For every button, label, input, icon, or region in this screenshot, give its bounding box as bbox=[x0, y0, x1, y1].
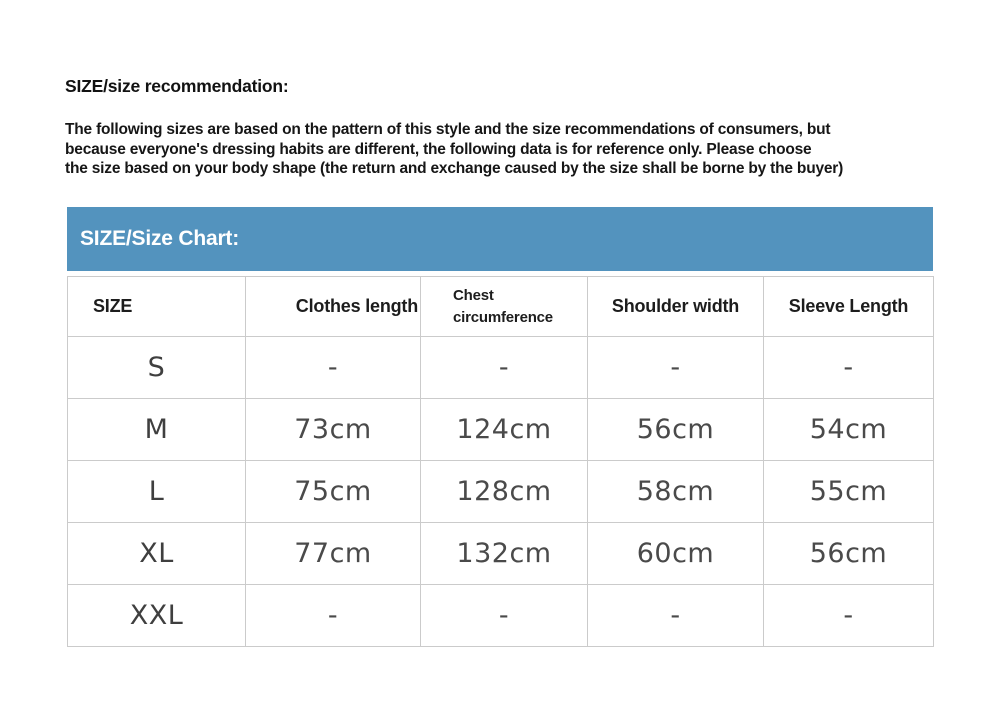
size-label-cell: M bbox=[67, 398, 246, 461]
table-row-s: S - - - - bbox=[67, 336, 934, 399]
chest-circumference-cell: 124cm bbox=[420, 398, 588, 461]
size-chart-table: SIZE Clothes length Chest circumference … bbox=[67, 276, 934, 647]
sleeve-length-cell: 54cm bbox=[763, 398, 934, 461]
sleeve-length-cell: - bbox=[763, 336, 934, 399]
sleeve-length-cell: 55cm bbox=[763, 460, 934, 523]
size-label-cell: XL bbox=[67, 522, 246, 585]
clothes-length-cell: 73cm bbox=[245, 398, 421, 461]
shoulder-width-cell: 58cm bbox=[587, 460, 764, 523]
chest-circumference-cell: 128cm bbox=[420, 460, 588, 523]
description-line-3: the size based on your body shape (the r… bbox=[65, 160, 844, 177]
table-row-xl: XL 77cm 132cm 60cm 56cm bbox=[67, 522, 934, 585]
description-paragraph: The following sizes are based on the pat… bbox=[65, 120, 945, 179]
page-title: SIZE/size recommendation: bbox=[65, 76, 289, 96]
description-line-2: because everyone's dressing habits are d… bbox=[65, 140, 812, 158]
chest-circumference-cell: - bbox=[420, 336, 588, 399]
size-chart-title-bar: SIZE/Size Chart: bbox=[67, 207, 933, 271]
clothes-length-cell: 75cm bbox=[245, 460, 421, 523]
clothes-length-cell: - bbox=[245, 336, 421, 399]
header-row: SIZE Clothes length Chest circumference … bbox=[67, 276, 934, 337]
size-label-cell: S bbox=[67, 336, 246, 399]
size-chart-title: SIZE/Size Chart: bbox=[80, 227, 239, 250]
description-line-1: The following sizes are based on the pat… bbox=[65, 121, 831, 138]
clothes-length-cell: 77cm bbox=[245, 522, 421, 585]
column-header-size: SIZE bbox=[67, 276, 246, 337]
table-row-m: M 73cm 124cm 56cm 54cm bbox=[67, 398, 934, 461]
shoulder-width-cell: - bbox=[587, 336, 764, 399]
column-header-sleeve-length: Sleeve Length bbox=[763, 276, 934, 337]
shoulder-width-cell: - bbox=[587, 584, 764, 647]
sleeve-length-cell: - bbox=[763, 584, 934, 647]
table-row-l: L 75cm 128cm 58cm 55cm bbox=[67, 460, 934, 523]
size-label-cell: XXL bbox=[67, 584, 246, 647]
shoulder-width-cell: 60cm bbox=[587, 522, 764, 585]
column-header-chest-circumference: Chest circumference bbox=[420, 276, 588, 337]
size-label-cell: L bbox=[67, 460, 246, 523]
column-header-chest-circumference-label: Chest circumference bbox=[453, 286, 553, 326]
chest-circumference-cell: 132cm bbox=[420, 522, 588, 585]
clothes-length-cell: - bbox=[245, 584, 421, 647]
column-header-clothes-length: Clothes length bbox=[245, 276, 421, 337]
table-row-xxl: XXL - - - - bbox=[67, 584, 934, 647]
chest-circumference-cell: - bbox=[420, 584, 588, 647]
sleeve-length-cell: 56cm bbox=[763, 522, 934, 585]
column-header-shoulder-width: Shoulder width bbox=[587, 276, 764, 337]
shoulder-width-cell: 56cm bbox=[587, 398, 764, 461]
